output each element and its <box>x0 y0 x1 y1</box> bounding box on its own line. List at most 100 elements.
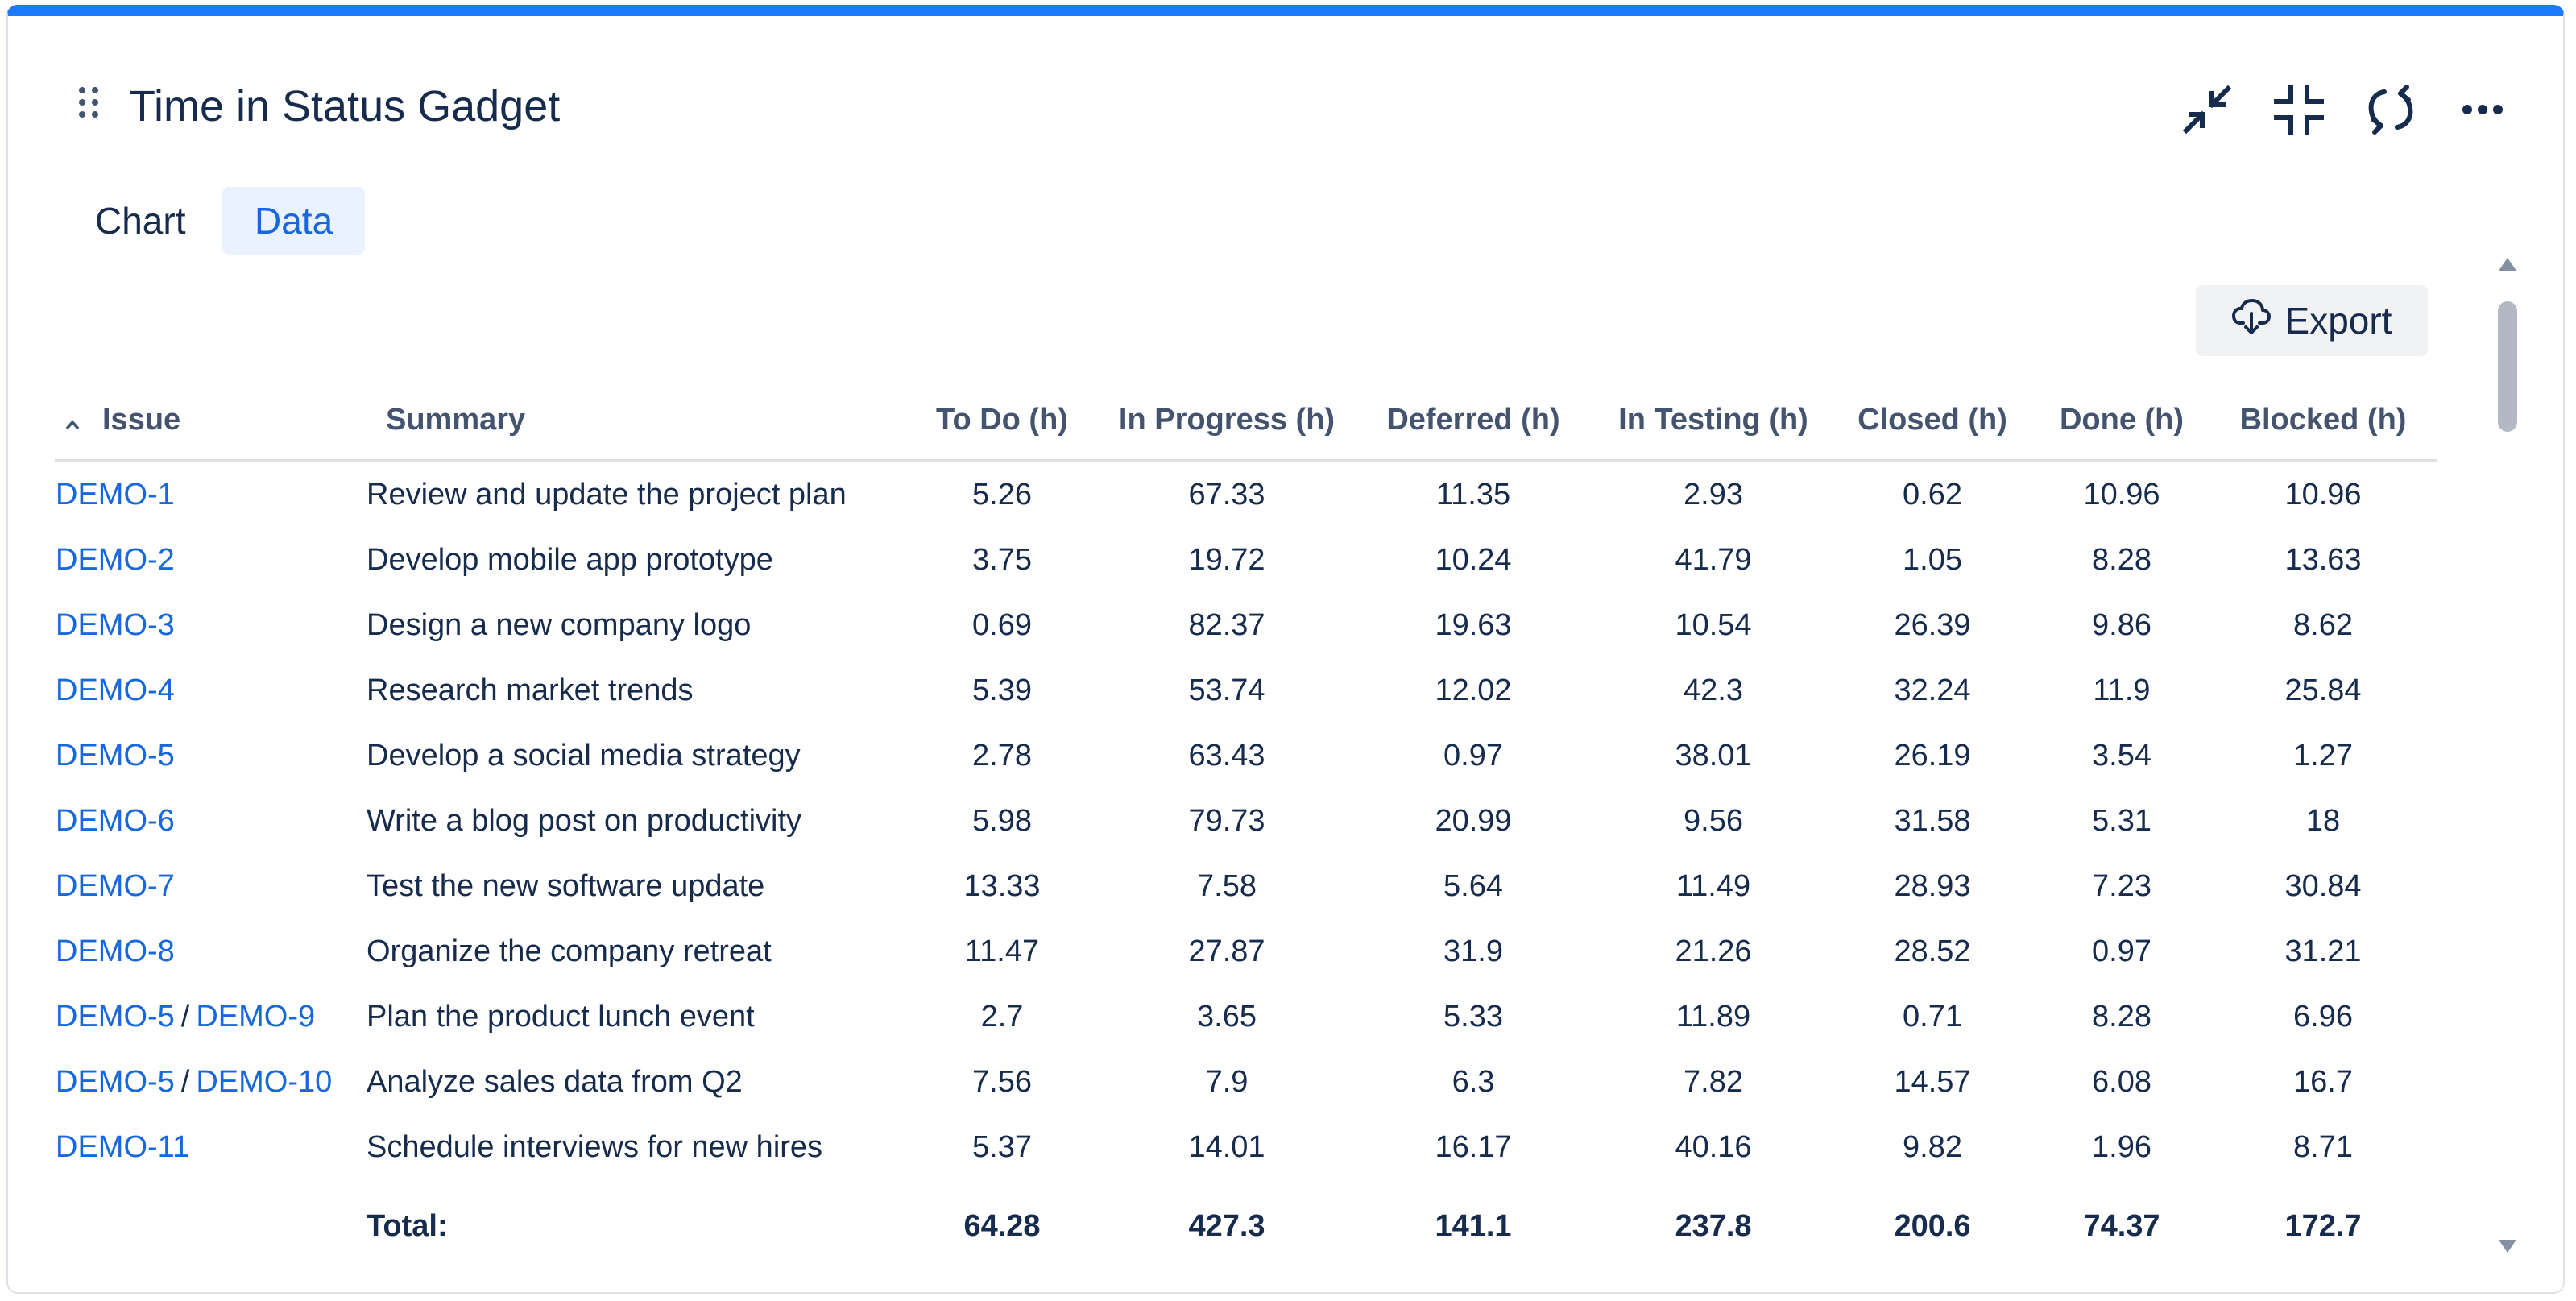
deferred-hours-cell: 16.17 <box>1435 1130 1512 1164</box>
issue-link[interactable]: DEMO-4 <box>56 673 175 707</box>
in-testing-hours-cell: 11.89 <box>1675 1000 1751 1034</box>
issue-link[interactable]: DEMO-9 <box>196 1000 316 1034</box>
issue-link[interactable]: DEMO-11 <box>56 1130 190 1164</box>
to-do-hours-cell: 13.33 <box>963 869 1041 903</box>
deferred-hours-cell: 5.64 <box>1443 869 1503 903</box>
minimize-icon <box>2273 84 2325 139</box>
column-header-summary[interactable]: Summary <box>366 380 901 462</box>
total-row: Total: 64.28 427.3 141.1 237.8 200.6 74.… <box>55 1180 2437 1272</box>
column-header-blocked[interactable]: Blocked (h) <box>2209 380 2437 462</box>
table-header-row: Issue Summary To Do (h) In Progress (h) … <box>55 380 2437 462</box>
issue-parent-separator: / <box>180 1000 190 1034</box>
in-testing-hours-cell: 9.56 <box>1684 804 1743 838</box>
blocked-hours-cell: 30.84 <box>2284 869 2362 903</box>
deferred-hours-cell: 20.99 <box>1435 804 1512 838</box>
tab-data[interactable]: Data <box>222 187 366 255</box>
blocked-hours-cell: 13.63 <box>2284 543 2362 577</box>
more-icon <box>2462 104 2504 119</box>
scrollbar-thumb[interactable] <box>2498 301 2517 432</box>
issue-link[interactable]: DEMO-5 <box>56 739 175 773</box>
to-do-hours-cell: 11.47 <box>964 934 1040 968</box>
deferred-hours-cell: 5.33 <box>1443 1000 1503 1034</box>
blocked-hours-cell: 10.96 <box>2284 478 2362 512</box>
deferred-hours-cell: 6.3 <box>1452 1065 1495 1099</box>
summary-cell: Design a new company logo <box>367 608 752 642</box>
parent-issue-link[interactable]: DEMO-5 <box>56 1000 175 1034</box>
blocked-hours-cell: 16.7 <box>2293 1065 2353 1099</box>
column-header-in-testing[interactable]: In Testing (h) <box>1597 380 1830 462</box>
gadget-title: Time in Status Gadget <box>129 82 561 131</box>
blocked-hours-cell: 1.27 <box>2293 739 2353 773</box>
scroll-up-arrow-icon[interactable] <box>2499 258 2516 275</box>
column-header-done[interactable]: Done (h) <box>2035 380 2209 462</box>
refresh-button[interactable] <box>2360 81 2421 142</box>
total-closed: 200.6 <box>1894 1208 1971 1243</box>
more-button[interactable] <box>2452 81 2513 142</box>
issue-link[interactable]: DEMO-3 <box>56 608 175 642</box>
to-do-hours-cell: 0.69 <box>972 608 1032 642</box>
in-testing-hours-cell: 38.01 <box>1675 739 1752 773</box>
issue-cell: DEMO-5 <box>55 723 366 789</box>
summary-cell: Schedule interviews for new hires <box>367 1130 823 1164</box>
column-header-closed[interactable]: Closed (h) <box>1830 380 2035 462</box>
in-testing-hours-cell: 7.82 <box>1684 1065 1743 1099</box>
issue-cell: DEMO-1 <box>55 461 366 528</box>
issue-link[interactable]: DEMO-8 <box>56 934 175 968</box>
column-header-issue[interactable]: Issue <box>55 380 366 462</box>
issue-link[interactable]: DEMO-6 <box>56 804 175 838</box>
parent-issue-link[interactable]: DEMO-5 <box>56 1065 175 1099</box>
time-in-status-gadget: Time in Status Gadget <box>6 5 2565 1294</box>
summary-cell: Develop mobile app prototype <box>367 543 773 577</box>
closed-hours-cell: 28.93 <box>1894 869 1971 903</box>
done-hours-cell: 1.96 <box>2092 1130 2151 1164</box>
table-row: DEMO-1 Review and update the project plan… <box>55 461 2437 528</box>
vertical-scrollbar[interactable] <box>2494 258 2521 1257</box>
to-do-hours-cell: 5.98 <box>972 804 1032 838</box>
issue-link[interactable]: DEMO-10 <box>196 1065 333 1099</box>
column-header-to-do[interactable]: To Do (h) <box>901 380 1104 462</box>
column-header-in-progress[interactable]: In Progress (h) <box>1104 380 1350 462</box>
deferred-hours-cell: 0.97 <box>1443 739 1503 773</box>
in-testing-hours-cell: 2.93 <box>1684 478 1743 512</box>
issue-cell: DEMO-6 <box>55 789 366 854</box>
in-testing-hours-cell: 21.26 <box>1675 934 1752 968</box>
table-row: DEMO-3 Design a new company logo 0.69 82.37… <box>55 593 2437 658</box>
drag-handle-icon[interactable] <box>77 85 100 119</box>
closed-hours-cell: 0.62 <box>1903 478 1962 512</box>
in-testing-hours-cell: 41.79 <box>1675 543 1752 577</box>
in-progress-hours-cell: 7.58 <box>1197 869 1257 903</box>
total-in-testing: 237.8 <box>1675 1208 1752 1243</box>
minimize-button[interactable] <box>2268 81 2330 142</box>
collapse-button[interactable] <box>2176 81 2238 142</box>
table-row: DEMO-8 Organize the company retreat 11.47 2… <box>55 919 2437 984</box>
issue-cell: DEMO-11 <box>55 1115 366 1180</box>
summary-cell: Plan the product lunch event <box>367 1000 755 1034</box>
total-to-do: 64.28 <box>963 1208 1041 1243</box>
summary-cell: Write a blog post on productivity <box>367 804 802 838</box>
export-button[interactable]: Export <box>2196 285 2428 356</box>
issue-link[interactable]: DEMO-2 <box>56 543 175 577</box>
closed-hours-cell: 31.58 <box>1894 804 1971 838</box>
total-label: Total: <box>367 1208 448 1243</box>
blocked-hours-cell: 8.71 <box>2293 1130 2353 1164</box>
scroll-down-arrow-icon[interactable] <box>2499 1240 2516 1257</box>
tab-chart[interactable]: Chart <box>95 200 186 242</box>
to-do-hours-cell: 2.78 <box>972 739 1032 773</box>
issue-cell: DEMO-8 <box>55 919 366 984</box>
closed-hours-cell: 32.24 <box>1894 673 1971 707</box>
export-label: Export <box>2284 300 2392 342</box>
done-hours-cell: 8.28 <box>2092 543 2151 577</box>
issue-link[interactable]: DEMO-7 <box>56 869 175 903</box>
in-progress-hours-cell: 67.33 <box>1188 478 1265 512</box>
time-in-status-table: Issue Summary To Do (h) In Progress (h) … <box>55 380 2437 1272</box>
in-progress-hours-cell: 19.72 <box>1188 543 1265 577</box>
blocked-hours-cell: 31.21 <box>2284 934 2362 968</box>
in-testing-hours-cell: 11.49 <box>1675 869 1751 903</box>
sort-ascending-icon <box>65 403 80 437</box>
column-header-deferred[interactable]: Deferred (h) <box>1350 380 1597 462</box>
blocked-hours-cell: 18 <box>2305 804 2341 838</box>
issue-link[interactable]: DEMO-1 <box>56 478 175 512</box>
in-testing-hours-cell: 42.3 <box>1684 673 1743 707</box>
issue-cell: DEMO-3 <box>55 593 366 658</box>
done-hours-cell: 3.54 <box>2092 739 2151 773</box>
